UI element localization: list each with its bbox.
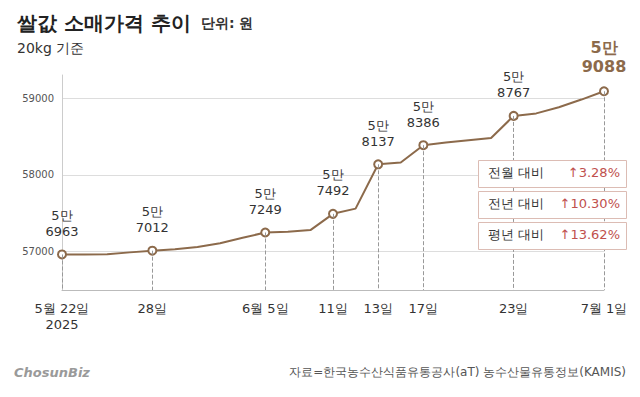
svg-text:8767: 8767 — [497, 85, 530, 100]
svg-text:↑3.28%: ↑3.28% — [568, 165, 620, 180]
svg-text:5만: 5만 — [413, 99, 434, 114]
svg-text:자료=한국농수산식품유통공사(aT) 농수산물유통정보(KA: 자료=한국농수산식품유통공사(aT) 농수산물유통정보(KAMIS) — [289, 365, 626, 379]
svg-text:평년 대비: 평년 대비 — [488, 227, 544, 242]
svg-text:23일: 23일 — [499, 301, 529, 316]
svg-text:7492: 7492 — [316, 183, 349, 198]
svg-text:13일: 13일 — [363, 301, 393, 316]
svg-text:5만: 5만 — [322, 167, 343, 182]
svg-text:5만: 5만 — [255, 186, 276, 201]
svg-text:6963: 6963 — [45, 224, 78, 239]
svg-text:9088: 9088 — [582, 57, 627, 76]
svg-text:5만: 5만 — [368, 118, 389, 133]
svg-text:ChosunBiz: ChosunBiz — [14, 365, 90, 380]
svg-text:7012: 7012 — [136, 220, 169, 235]
svg-text:20kg 기준: 20kg 기준 — [17, 40, 84, 56]
svg-text:7월 1일: 7월 1일 — [581, 301, 628, 316]
svg-text:57000: 57000 — [22, 246, 54, 257]
svg-text:11일: 11일 — [318, 301, 348, 316]
svg-text:↑10.30%: ↑10.30% — [560, 196, 620, 211]
svg-text:28일: 28일 — [138, 301, 168, 316]
svg-text:쌀값 소매가격 추이: 쌀값 소매가격 추이 — [17, 11, 191, 35]
svg-text:2025: 2025 — [45, 317, 78, 332]
svg-text:17일: 17일 — [409, 301, 439, 316]
svg-text:5월 22일: 5월 22일 — [35, 301, 90, 316]
svg-text:5만: 5만 — [142, 204, 163, 219]
svg-text:전년 대비: 전년 대비 — [488, 196, 544, 211]
svg-text:단위: 원: 단위: 원 — [201, 15, 253, 31]
svg-text:59000: 59000 — [22, 93, 54, 104]
svg-text:7249: 7249 — [249, 202, 282, 217]
svg-text:8386: 8386 — [407, 115, 440, 130]
svg-text:전월 대비: 전월 대비 — [488, 165, 544, 180]
svg-text:8137: 8137 — [362, 134, 395, 149]
svg-text:5만: 5만 — [590, 38, 617, 57]
svg-text:↑13.62%: ↑13.62% — [560, 227, 620, 242]
svg-text:5만: 5만 — [503, 69, 524, 84]
svg-text:5만: 5만 — [51, 208, 72, 223]
svg-text:6월 5일: 6월 5일 — [242, 301, 289, 316]
svg-text:58000: 58000 — [22, 169, 54, 180]
